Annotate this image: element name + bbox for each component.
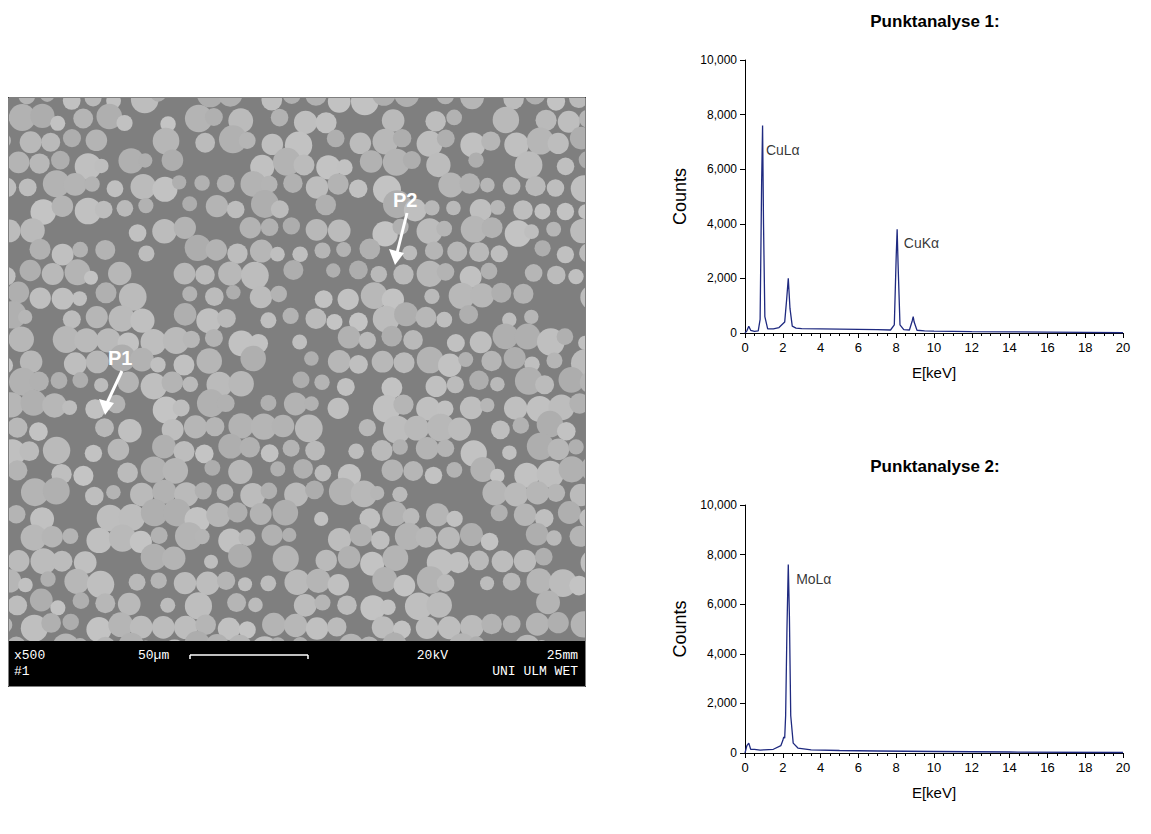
svg-text:0: 0 <box>741 340 748 355</box>
svg-text:x500: x500 <box>14 648 45 663</box>
svg-text:6,000: 6,000 <box>707 597 737 611</box>
svg-text:10: 10 <box>927 340 941 355</box>
svg-text:0: 0 <box>730 326 737 340</box>
svg-text:E[keV]: E[keV] <box>912 784 956 801</box>
svg-text:6: 6 <box>855 760 862 775</box>
svg-text:8,000: 8,000 <box>707 108 737 122</box>
svg-text:8: 8 <box>893 340 900 355</box>
svg-text:Counts: Counts <box>670 600 690 657</box>
svg-text:12: 12 <box>965 760 979 775</box>
svg-text:8,000: 8,000 <box>707 548 737 562</box>
svg-text:8: 8 <box>893 760 900 775</box>
svg-text:20kV: 20kV <box>417 648 448 663</box>
svg-text:P1: P1 <box>108 347 132 369</box>
svg-text:MoLα: MoLα <box>796 571 831 587</box>
svg-text:18: 18 <box>1078 340 1092 355</box>
svg-text:10,000: 10,000 <box>700 498 737 512</box>
svg-text:0: 0 <box>730 746 737 760</box>
svg-text:20: 20 <box>1116 340 1130 355</box>
svg-text:14: 14 <box>1002 760 1016 775</box>
svg-text:2,000: 2,000 <box>707 271 737 285</box>
svg-text:25mm: 25mm <box>547 648 578 663</box>
svg-text:2,000: 2,000 <box>707 696 737 710</box>
svg-text:CuKα: CuKα <box>904 235 939 251</box>
svg-text:Counts: Counts <box>670 168 690 225</box>
svg-text:14: 14 <box>1002 340 1016 355</box>
svg-text:2: 2 <box>779 760 786 775</box>
svg-text:16: 16 <box>1040 760 1054 775</box>
svg-text:10,000: 10,000 <box>700 53 737 67</box>
svg-text:50µm: 50µm <box>138 648 169 663</box>
svg-text:6,000: 6,000 <box>707 162 737 176</box>
svg-text:4: 4 <box>817 340 824 355</box>
svg-text:4,000: 4,000 <box>707 647 737 661</box>
svg-text:18: 18 <box>1078 760 1092 775</box>
svg-text:E[keV]: E[keV] <box>912 364 956 381</box>
svg-text:10: 10 <box>927 760 941 775</box>
svg-text:Punktanalyse 2:: Punktanalyse 2: <box>870 457 999 476</box>
svg-text:16: 16 <box>1040 340 1054 355</box>
svg-text:0: 0 <box>741 760 748 775</box>
svg-text:UNI ULM WET: UNI ULM WET <box>492 664 578 679</box>
svg-text:Punktanalyse 1:: Punktanalyse 1: <box>870 12 999 31</box>
svg-text:20: 20 <box>1116 760 1130 775</box>
svg-text:CuLα: CuLα <box>766 142 800 158</box>
svg-text:#1: #1 <box>14 664 30 679</box>
svg-text:4: 4 <box>817 760 824 775</box>
svg-text:12: 12 <box>965 340 979 355</box>
svg-text:6: 6 <box>855 340 862 355</box>
svg-text:4,000: 4,000 <box>707 217 737 231</box>
svg-text:2: 2 <box>779 340 786 355</box>
svg-text:P2: P2 <box>393 189 417 211</box>
